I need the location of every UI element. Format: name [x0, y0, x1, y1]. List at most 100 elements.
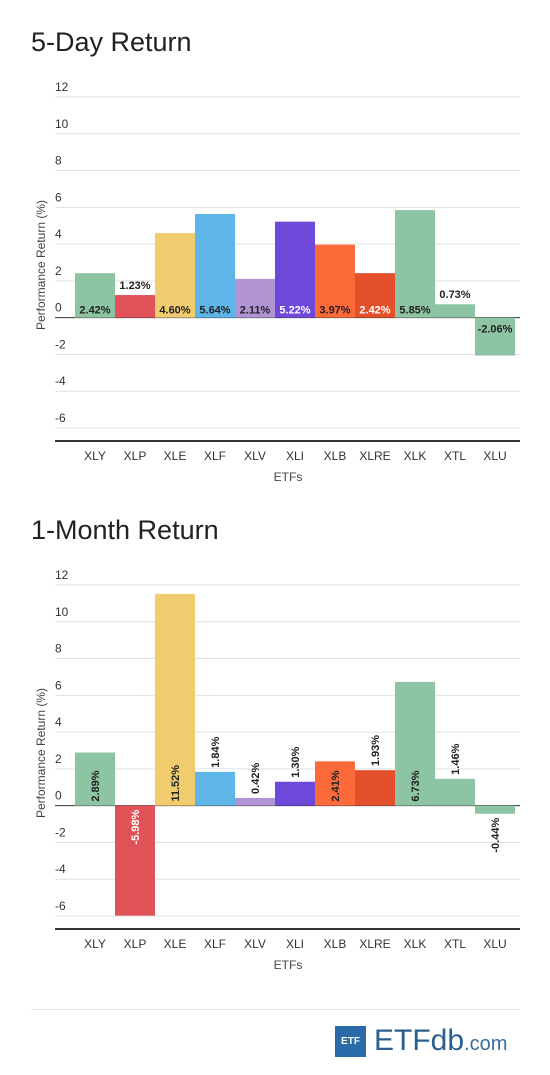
x-tick-label: XLRE: [359, 449, 390, 463]
bar-xlk[interactable]: [395, 681, 435, 806]
y-tick-label: -4: [55, 374, 66, 388]
y-tick-label: 10: [55, 605, 69, 619]
y-tick-label: -2: [55, 337, 66, 351]
bar-xlf[interactable]: [195, 771, 235, 806]
x-tick-label: XLU: [483, 449, 506, 463]
x-tick-label: XTL: [444, 449, 466, 463]
bar-xlb[interactable]: [315, 244, 355, 318]
chart-1-month-return: 12 10 8 6 4 2 0 -2 -4 -6 2.89% -5.98% 11.52% 1.84% 0.4…: [34, 568, 520, 972]
bar-xlp[interactable]: [115, 805, 155, 916]
x-tick-label: XLY: [84, 937, 106, 951]
y-tick-label: 12: [55, 80, 69, 94]
bar-xli[interactable]: [275, 781, 315, 806]
bar-xlv[interactable]: [235, 797, 275, 806]
y-tick-label: 4: [55, 715, 62, 729]
data-label: 2.42%: [359, 305, 390, 317]
bar-xli[interactable]: [275, 221, 315, 318]
x-tick-label: XLB: [324, 449, 347, 463]
y-tick-label: 6: [55, 190, 62, 204]
data-label: -0.44%: [490, 818, 502, 853]
data-label: 4.60%: [159, 305, 190, 317]
data-label: 0.42%: [250, 763, 262, 794]
bar-xlv[interactable]: [235, 278, 275, 318]
x-axis-label: ETFs: [274, 958, 303, 972]
etf-logo-icon: ETF: [335, 1025, 366, 1057]
data-label: -2.06%: [478, 324, 513, 336]
bar-xlp[interactable]: [115, 295, 155, 318]
x-tick-label: XLI: [286, 937, 304, 951]
bar-xlb[interactable]: [315, 761, 355, 806]
y-tick-label: 10: [55, 117, 69, 131]
logo-main: ETFdb: [374, 1024, 465, 1057]
y-tick-label: 2: [55, 264, 62, 278]
data-label: 2.89%: [90, 770, 102, 801]
y-tick-label: 8: [55, 154, 62, 168]
logo-wordmark: ETFdb.com: [374, 1024, 507, 1058]
logo-suffix: .com: [464, 1033, 508, 1055]
y-axis-label: Performance Return (%): [34, 200, 48, 330]
footer-divider: [31, 1009, 520, 1010]
chart-title-1-month: 1-Month Return: [31, 515, 219, 545]
y-tick-label: 6: [55, 678, 62, 692]
data-label: 5.64%: [199, 305, 230, 317]
data-label: 5.22%: [279, 305, 310, 317]
x-tick-label: XLB: [324, 937, 347, 951]
data-label: 2.42%: [79, 305, 110, 317]
bar-xlre[interactable]: [355, 770, 395, 806]
data-label: 6.73%: [410, 770, 422, 801]
data-label: 1.46%: [450, 743, 462, 774]
x-tick-label: XLF: [204, 937, 226, 951]
data-label: 1.93%: [370, 735, 382, 766]
y-tick-label: 8: [55, 642, 62, 656]
x-tick-label: XLE: [164, 937, 187, 951]
x-axis-label: ETFs: [274, 470, 303, 484]
x-tick-label: XTL: [444, 937, 466, 951]
x-tick-label: XLP: [124, 449, 147, 463]
data-label: 11.52%: [170, 765, 182, 802]
x-tick-label: XLY: [84, 449, 106, 463]
x-tick-label: XLI: [286, 449, 304, 463]
y-tick-label: 2: [55, 752, 62, 766]
bar-xtl[interactable]: [435, 304, 475, 318]
y-tick-label: -4: [55, 862, 66, 876]
bar-xle[interactable]: [155, 233, 195, 318]
data-label: -5.98%: [130, 809, 142, 844]
y-tick-label: 0: [55, 301, 62, 315]
chart-title-5-day: 5-Day Return: [31, 27, 192, 57]
y-tick-label: 0: [55, 789, 62, 803]
x-tick-label: XLV: [244, 937, 266, 951]
x-tick-label: XLK: [404, 449, 427, 463]
bar-xlu[interactable]: [475, 317, 515, 356]
bar-xle[interactable]: [155, 593, 195, 806]
data-label: 2.11%: [240, 305, 271, 317]
etfdb-logo[interactable]: ETF ETFdb.com: [335, 1024, 507, 1058]
data-label: 5.85%: [399, 305, 430, 317]
bar-xly[interactable]: [75, 273, 115, 318]
x-tick-label: XLP: [124, 937, 147, 951]
bar-xlf[interactable]: [195, 213, 235, 318]
x-tick-label: XLK: [404, 937, 427, 951]
data-label: 2.41%: [330, 770, 342, 801]
y-tick-label: -6: [55, 899, 66, 913]
data-label: 1.23%: [119, 280, 150, 292]
x-tick-label: XLF: [204, 449, 226, 463]
data-label: 0.73%: [439, 289, 470, 301]
y-tick-label: -6: [55, 411, 66, 425]
data-label: 1.84%: [210, 736, 222, 767]
data-label: 3.97%: [319, 305, 350, 317]
x-tick-label: XLE: [164, 449, 187, 463]
bar-xtl[interactable]: [435, 778, 475, 806]
x-tick-label: XLU: [483, 937, 506, 951]
bar-xlu[interactable]: [475, 805, 515, 814]
x-tick-label: XLV: [244, 449, 266, 463]
bar-xly[interactable]: [75, 752, 115, 806]
y-tick-label: 12: [55, 568, 69, 582]
chart-5-day-return: 12 10 8 6 4 2 0 -2 -4 -6 2.42% 1.23% 4.60% 5.64% 2.11%…: [34, 80, 520, 484]
bar-xlk[interactable]: [395, 210, 435, 318]
x-tick-label: XLRE: [359, 937, 390, 951]
y-tick-label: -2: [55, 825, 66, 839]
y-axis-label: Performance Return (%): [34, 688, 48, 818]
data-label: 1.30%: [290, 746, 302, 777]
bar-xlre[interactable]: [355, 273, 395, 318]
y-tick-label: 4: [55, 227, 62, 241]
